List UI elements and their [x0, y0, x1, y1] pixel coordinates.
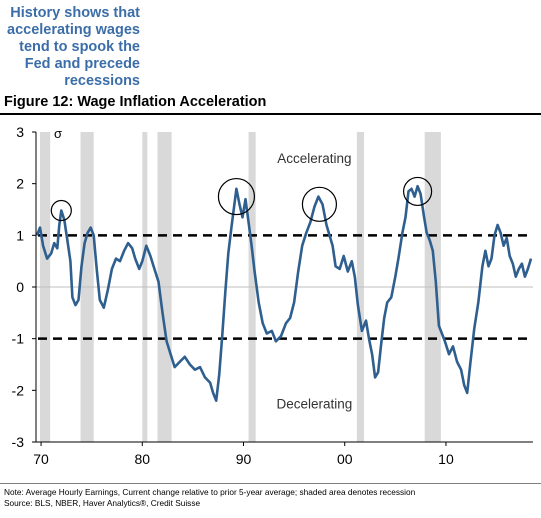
- highlight-circle: [217, 177, 256, 216]
- x-tick-label: 90: [236, 451, 252, 467]
- y-tick-label: 1: [16, 227, 24, 243]
- y-tick-label: 3: [16, 124, 24, 140]
- y-axis-label: σ: [54, 126, 62, 141]
- y-tick-label: 0: [16, 279, 24, 295]
- annotation-label: Decelerating: [276, 396, 352, 411]
- footnote-source: Source: BLS, NBER, Haver Analytics®, Cre…: [4, 498, 201, 508]
- series-line: [35, 184, 533, 402]
- highlight-circles: [50, 176, 433, 222]
- x-tick-label: 80: [134, 451, 150, 467]
- threshold-lines: [38, 234, 529, 340]
- highlight-circle: [301, 186, 338, 222]
- highlight-circle: [403, 176, 433, 207]
- x-tick-label: 10: [438, 451, 454, 467]
- title-rule: [0, 113, 541, 115]
- footnote-note: Note: Average Hourly Earnings, Current c…: [4, 487, 416, 497]
- y-tick-label: -1: [12, 331, 25, 347]
- footnote: Note: Average Hourly Earnings, Current c…: [4, 487, 415, 509]
- y-tick-label: -2: [12, 382, 25, 398]
- x-tick-label: 70: [33, 451, 49, 467]
- x-tick-label: 00: [337, 451, 353, 467]
- axes: [32, 131, 533, 446]
- figure-title: Figure 12: Wage Inflation Acceleration: [4, 94, 267, 110]
- y-tick-label: 2: [16, 176, 24, 192]
- footer-rule: [0, 483, 541, 484]
- annotation-label: Accelerating: [277, 151, 351, 166]
- highlight-circle: [50, 199, 72, 222]
- y-tick-label: -3: [12, 434, 25, 450]
- series-lines: [35, 184, 533, 402]
- headline: History shows that accelerating wages te…: [7, 5, 140, 89]
